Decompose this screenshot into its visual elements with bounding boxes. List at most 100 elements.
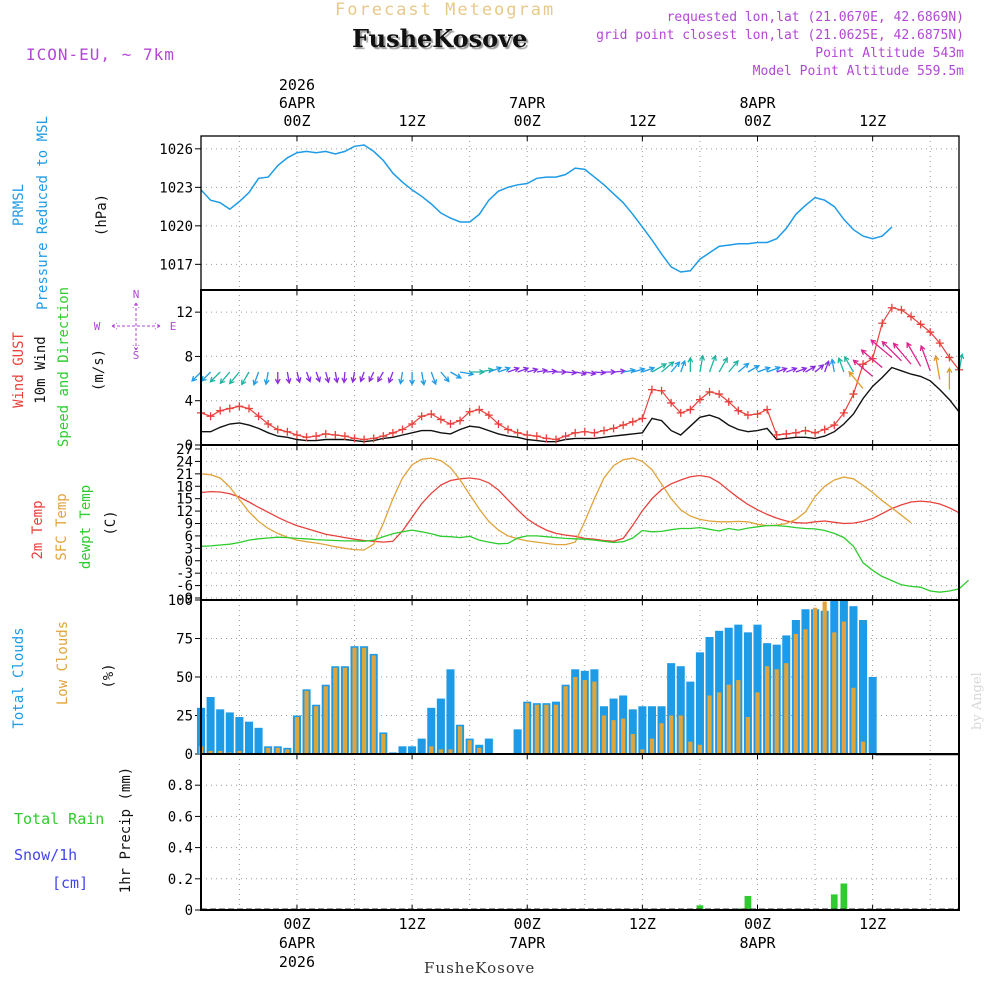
low-cloud-bar bbox=[457, 726, 463, 754]
total-cloud-bar bbox=[647, 706, 656, 754]
wind-gust-marker bbox=[427, 410, 436, 418]
panel-frame bbox=[200, 135, 960, 291]
wind-gust-marker bbox=[887, 303, 896, 312]
rain-bar bbox=[840, 883, 848, 910]
wind-direction-arrow bbox=[209, 371, 221, 383]
wind-gust-marker bbox=[724, 397, 733, 406]
wind-direction-arrow bbox=[565, 369, 578, 376]
total-cloud-bar bbox=[513, 729, 522, 754]
top-time-label: 2026 bbox=[279, 76, 315, 94]
wind-direction-arrow bbox=[387, 371, 394, 384]
wind-gust-marker bbox=[350, 434, 359, 443]
low-cloud-bar bbox=[621, 718, 626, 754]
wind-gust-marker bbox=[532, 432, 541, 441]
low-cloud-bar bbox=[371, 655, 376, 754]
y-tick-label: 0 bbox=[185, 747, 193, 763]
total-cloud-bar bbox=[216, 709, 225, 754]
wind-gust-marker bbox=[292, 431, 301, 440]
compass-north: N bbox=[133, 288, 140, 301]
y-tick-label: 0 bbox=[185, 438, 193, 454]
wind-direction-arrow bbox=[786, 366, 798, 373]
wind-direction-arrow bbox=[398, 371, 405, 385]
wind-gust-marker bbox=[830, 421, 839, 430]
wind-direction-arrow bbox=[556, 369, 568, 375]
wind-10m-label: 10m Wind bbox=[33, 336, 49, 403]
y-tick-label: 1017 bbox=[159, 257, 193, 273]
wind-direction-arrow bbox=[305, 371, 312, 383]
wind-direction-arrow bbox=[747, 365, 760, 373]
wind-direction-arrow bbox=[409, 372, 416, 386]
wind-gust-marker bbox=[753, 410, 762, 418]
wind-gust-marker bbox=[839, 408, 848, 417]
compass-west: W bbox=[94, 320, 101, 333]
wind-gust-marker bbox=[609, 424, 618, 433]
wind-direction-arrow bbox=[613, 368, 627, 375]
wind-direction-arrow bbox=[440, 371, 450, 383]
total-cloud-bar bbox=[628, 709, 637, 754]
wind-gust-marker bbox=[436, 415, 445, 424]
snow-unit-label: [cm] bbox=[52, 874, 88, 892]
total-cloud-bar bbox=[244, 721, 254, 754]
wind-direction-arrow bbox=[274, 372, 281, 385]
wind-gust-marker bbox=[782, 429, 791, 438]
temp-unit-label: (C) bbox=[103, 510, 119, 535]
wind-direction-arrow bbox=[946, 366, 953, 390]
wind-gust-marker bbox=[379, 432, 388, 441]
low-cloud-bar bbox=[841, 621, 846, 754]
wind-gust-marker bbox=[580, 427, 589, 436]
low-cloud-bar bbox=[774, 669, 779, 754]
wind-gust-marker bbox=[590, 428, 599, 437]
low-cloud-bar bbox=[736, 680, 741, 754]
low-cloud-bar bbox=[304, 690, 309, 754]
wind-gust-marker bbox=[743, 411, 752, 420]
panel-frame bbox=[200, 444, 960, 601]
wind-direction-arrow bbox=[651, 363, 668, 373]
wind-gust-marker bbox=[446, 419, 455, 428]
y-tick-label: 0.4 bbox=[168, 841, 193, 857]
bottom-time-label: 00Z bbox=[744, 915, 771, 933]
wind-direction-arrow bbox=[584, 370, 597, 377]
low-cloud-bar bbox=[630, 733, 635, 754]
wind-direction-label: Speed and Direction bbox=[56, 287, 72, 447]
wind-gust-marker bbox=[398, 425, 407, 434]
wind-gust-marker bbox=[686, 405, 695, 414]
wind-direction-arrow bbox=[933, 354, 941, 380]
wind-gust-marker bbox=[244, 404, 253, 413]
y-tick-label: 1020 bbox=[159, 219, 193, 235]
bottom-time-label: 7APR bbox=[509, 934, 546, 952]
top-time-label: 00Z bbox=[744, 112, 771, 130]
y-tick-label: 0 bbox=[185, 903, 193, 919]
total-cloud-bar bbox=[686, 681, 695, 754]
low-cloud-bar bbox=[381, 733, 386, 754]
low-cloud-bar bbox=[525, 703, 530, 754]
wind-direction-arrow bbox=[507, 366, 521, 373]
low-cloud-bar bbox=[822, 601, 827, 754]
y-tick-label: 15 bbox=[176, 492, 193, 508]
total-cloud-bar bbox=[235, 717, 244, 754]
low-cloud-bar bbox=[784, 663, 789, 754]
model-label: ICON-EU, ~ 7km bbox=[26, 45, 175, 64]
wind-gust-marker bbox=[628, 417, 637, 426]
wind-direction-arrow bbox=[252, 371, 260, 386]
panel-frame bbox=[200, 753, 960, 911]
wind-direction-arrow bbox=[546, 368, 558, 375]
wind-direction-arrow bbox=[241, 371, 250, 386]
wind-direction-arrow bbox=[632, 367, 646, 373]
low-cloud-bar bbox=[669, 715, 674, 754]
wind-direction-arrow bbox=[324, 371, 331, 384]
low-cloud-bar bbox=[832, 632, 837, 754]
wind-direction-arrow bbox=[795, 366, 808, 373]
wind-gust-marker bbox=[283, 427, 292, 436]
low-cloud-bar bbox=[601, 715, 607, 754]
wind-direction-arrow bbox=[200, 371, 212, 382]
temp-2m-series-line bbox=[200, 474, 960, 543]
y-tick-label: 0 bbox=[185, 554, 193, 570]
wind-direction-arrow bbox=[737, 362, 750, 373]
low-cloud-bar bbox=[640, 749, 645, 754]
grid-coords: grid point closest lon,lat (21.0625E, 42… bbox=[596, 28, 964, 43]
total-cloud-bar bbox=[417, 738, 426, 754]
y-tick-label: 25 bbox=[176, 709, 193, 725]
wind-direction-arrow bbox=[824, 360, 830, 373]
wind-direction-arrow bbox=[341, 371, 348, 384]
wind-direction-arrow bbox=[228, 371, 240, 385]
